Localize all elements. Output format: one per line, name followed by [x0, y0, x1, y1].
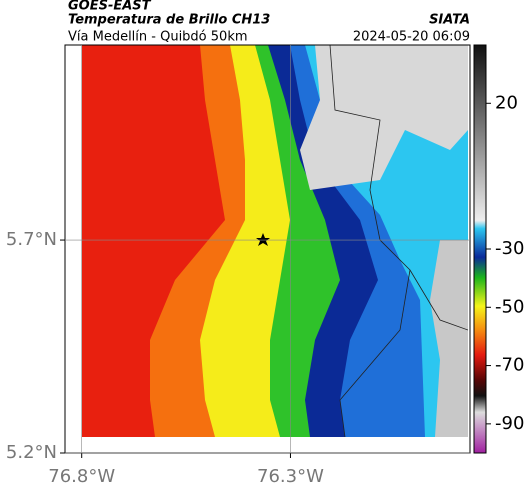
imagery [82, 45, 468, 437]
datetime: 2024-05-20 06:09 [353, 30, 470, 45]
colorbar-tick-label: -70 [495, 355, 524, 376]
colorbar-tick-label: -30 [495, 238, 524, 259]
subtitle: Vía Medellín - Quibdó 50km [68, 30, 248, 45]
colorbar-tick-label: 20 [495, 92, 518, 113]
x-tick-label: 76.8°W [48, 466, 115, 487]
colorbar [473, 44, 487, 454]
y-tick-label: 5.2°N [6, 442, 57, 463]
colorbar-tick-label: -50 [495, 296, 524, 317]
satellite: GOES-EAST [68, 0, 152, 14]
city-marker [256, 233, 270, 246]
colorbar-tick-label: -90 [495, 413, 524, 434]
y-tick-label: 5.7°N [6, 229, 57, 250]
source: SIATA [429, 13, 470, 28]
title: Temperatura de Brillo CH13 [68, 13, 270, 28]
x-tick-label: 76.3°W [257, 466, 324, 487]
